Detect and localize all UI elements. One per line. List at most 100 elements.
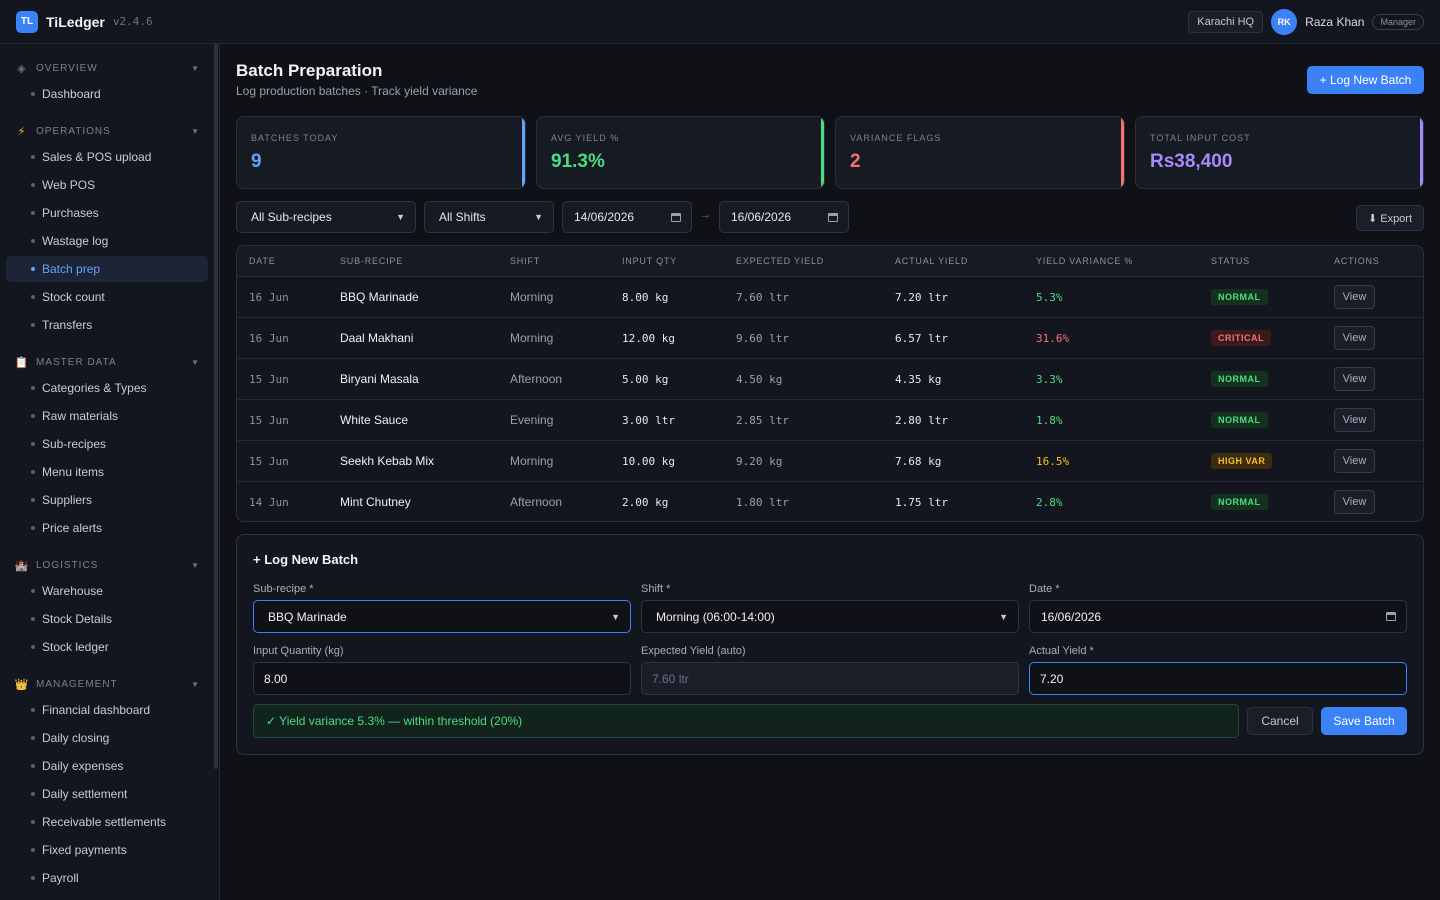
log-new-batch-button[interactable]: + Log New Batch [1307, 66, 1424, 94]
view-button[interactable]: View [1334, 367, 1375, 391]
sidebar-item-daily-closing[interactable]: Daily closing [6, 725, 208, 751]
location-selector[interactable]: Karachi HQ [1188, 10, 1264, 33]
sidebar-section-master-data[interactable]: 📋 MASTER DATA ▼ [14, 354, 200, 370]
sidebar-item-label: Payroll [42, 871, 79, 885]
subrecipe-select[interactable]: BBQ Marinade ▼ [253, 600, 631, 633]
column-header-shift[interactable]: SHIFT [510, 256, 540, 266]
sidebar-item-categories-types[interactable]: Categories & Types [6, 375, 208, 401]
column-header-actual-yield[interactable]: ACTUAL YIELD [895, 256, 969, 266]
view-button[interactable]: View [1334, 449, 1375, 473]
chevron-down-icon: ▼ [534, 212, 543, 222]
bullet-icon [31, 876, 35, 880]
sidebar-item-suppliers[interactable]: Suppliers [6, 487, 208, 513]
sidebar-item-menu-items[interactable]: Menu items [6, 459, 208, 485]
sidebar-item-sub-recipes[interactable]: Sub-recipes [6, 431, 208, 457]
sidebar-scrollbar[interactable] [214, 44, 218, 769]
user-name: Raza Khan [1305, 14, 1365, 29]
sidebar-item-stock-details[interactable]: Stock Details [6, 606, 208, 632]
sidebar-item-transfers[interactable]: Transfers [6, 312, 208, 338]
column-header-sub-recipe[interactable]: SUB-RECIPE [340, 256, 404, 266]
cell-variance: 1.8% [1036, 414, 1063, 427]
calendar-icon[interactable] [671, 213, 681, 222]
chevron-down-icon[interactable]: ▼ [191, 357, 200, 367]
sidebar-section-logistics[interactable]: 🏰 LOGISTICS ▼ [14, 557, 200, 573]
chevron-down-icon[interactable]: ▼ [191, 126, 200, 136]
table-row[interactable]: 16 Jun Daal Makhani Morning 12.00 kg 9.60 lt… [237, 318, 1423, 359]
view-button[interactable]: View [1334, 326, 1375, 350]
view-button[interactable]: View [1334, 285, 1375, 309]
status-badge: HIGH VAR [1211, 453, 1273, 469]
cell-expected: 1.80 ltr [736, 496, 789, 509]
stat-accent-bar [821, 117, 824, 188]
sidebar-item-stock-count[interactable]: Stock count [6, 284, 208, 310]
date-field[interactable]: 16/06/2026 [1029, 600, 1407, 633]
input-quantity-field[interactable]: 8.00 [253, 662, 631, 695]
column-header-date[interactable]: DATE [249, 256, 276, 266]
date-to-input[interactable]: 16/06/2026 [719, 201, 849, 233]
sidebar-section-management[interactable]: 👑 MANAGEMENT ▼ [14, 676, 200, 692]
sidebar-item-dashboard[interactable]: Dashboard [6, 81, 208, 107]
cell-input: 8.00 kg [622, 291, 669, 304]
table-row[interactable]: 15 Jun Seekh Kebab Mix Morning 10.00 kg 9.20… [237, 441, 1423, 482]
table-row[interactable]: 14 Jun Mint Chutney Afternoon 2.00 kg 1.80 l… [237, 482, 1423, 521]
shift-filter[interactable]: All Shifts ▼ [424, 201, 554, 233]
cell-variance: 2.8% [1036, 496, 1063, 509]
sidebar-item-label: Sub-recipes [42, 437, 107, 451]
sidebar-item-payroll[interactable]: Payroll [6, 865, 208, 891]
column-header-status[interactable]: STATUS [1211, 256, 1250, 266]
sidebar-item-batch-prep[interactable]: Batch prep [6, 256, 208, 282]
yield-variance-hint: ✓ Yield variance 5.3% — within threshold… [253, 704, 1239, 738]
status-badge: NORMAL [1211, 289, 1268, 305]
calendar-icon[interactable] [1386, 612, 1396, 621]
actual-yield-field[interactable]: 7.20 [1029, 662, 1407, 695]
column-header-actions[interactable]: ACTIONS [1334, 256, 1380, 266]
sidebar-item-fixed-payments[interactable]: Fixed payments [6, 837, 208, 863]
cancel-button[interactable]: Cancel [1247, 707, 1313, 735]
chevron-down-icon[interactable]: ▼ [191, 63, 200, 73]
sidebar-item-price-alerts[interactable]: Price alerts [6, 515, 208, 541]
subrecipe-filter[interactable]: All Sub-recipes ▼ [236, 201, 416, 233]
sidebar-item-stock-ledger[interactable]: Stock ledger [6, 634, 208, 660]
sidebar-item-daily-settlement[interactable]: Daily settlement [6, 781, 208, 807]
avatar[interactable]: RK [1271, 8, 1298, 35]
column-header-input-qty[interactable]: INPUT QTY [622, 256, 678, 266]
stat-label: TOTAL INPUT COST [1150, 133, 1251, 143]
form-title: + Log New Batch [253, 552, 359, 567]
cell-shift: Evening [510, 413, 554, 427]
stat-value: 2 [850, 151, 861, 172]
view-button[interactable]: View [1334, 408, 1375, 432]
bullet-icon [31, 211, 35, 215]
column-header-expected-yield[interactable]: EXPECTED YIELD [736, 256, 825, 266]
calendar-icon[interactable] [828, 213, 838, 222]
table-row[interactable]: 16 Jun BBQ Marinade Morning 8.00 kg 7.60 ltr… [237, 277, 1423, 318]
shift-select[interactable]: Morning (06:00-14:00) ▼ [641, 600, 1019, 633]
sidebar-item-label: Daily expenses [42, 759, 124, 773]
sidebar-item-warehouse[interactable]: Warehouse [6, 578, 208, 604]
sidebar-section-label: MASTER DATA [36, 356, 117, 368]
sidebar-item-raw-materials[interactable]: Raw materials [6, 403, 208, 429]
sidebar-item-financial-dashboard[interactable]: Financial dashboard [6, 697, 208, 723]
sidebar-item-wastage-log[interactable]: Wastage log [6, 228, 208, 254]
sidebar-item-purchases[interactable]: Purchases [6, 200, 208, 226]
view-button[interactable]: View [1334, 490, 1375, 514]
sidebar-item-label: Daily closing [42, 731, 110, 745]
date-from-input[interactable]: 14/06/2026 [562, 201, 692, 233]
sidebar-item-receivable-settlements[interactable]: Receivable settlements [6, 809, 208, 835]
cell-shift: Morning [510, 454, 554, 468]
column-header-yield-variance[interactable]: YIELD VARIANCE % [1036, 256, 1134, 266]
save-batch-button[interactable]: Save Batch [1321, 707, 1407, 735]
stat-card-batches-today: BATCHES TODAY 9 [236, 116, 526, 189]
chevron-down-icon[interactable]: ▼ [191, 560, 200, 570]
table-row[interactable]: 15 Jun White Sauce Evening 3.00 ltr 2.85 ltr… [237, 400, 1423, 441]
export-button[interactable]: ⬇ Export [1356, 205, 1424, 231]
table-row[interactable]: 15 Jun Biryani Masala Afternoon 5.00 kg 4.50… [237, 359, 1423, 400]
sidebar-section-overview[interactable]: ◈ OVERVIEW ▼ [14, 60, 200, 76]
sidebar-item-daily-expenses[interactable]: Daily expenses [6, 753, 208, 779]
subrecipe-filter-value: All Sub-recipes [251, 210, 332, 224]
sidebar-item-sales-pos-upload[interactable]: Sales & POS upload [6, 144, 208, 170]
cell-input: 5.00 kg [622, 373, 669, 386]
bullet-icon [31, 526, 35, 530]
sidebar-section-operations[interactable]: ⚡ OPERATIONS ▼ [14, 123, 200, 139]
sidebar-item-web-pos[interactable]: Web POS [6, 172, 208, 198]
chevron-down-icon[interactable]: ▼ [191, 679, 200, 689]
